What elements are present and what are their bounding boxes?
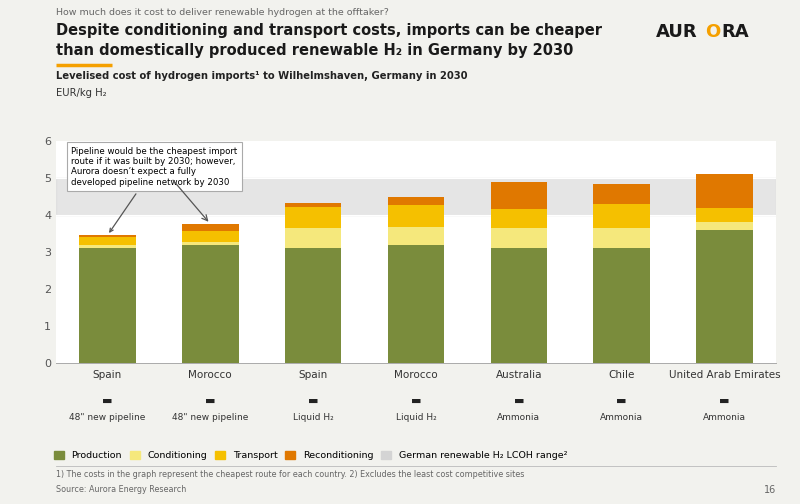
- Text: ▬: ▬: [102, 396, 113, 406]
- Text: Source: Aurora Energy Research: Source: Aurora Energy Research: [56, 485, 186, 494]
- Bar: [79, 244, 136, 247]
- Bar: [56, 178, 776, 215]
- Bar: [285, 228, 342, 248]
- Bar: [490, 228, 547, 248]
- Text: Liquid H₂: Liquid H₂: [396, 413, 436, 422]
- Text: ▬: ▬: [617, 396, 627, 406]
- Text: How much does it cost to deliver renewable hydrogen at the offtaker?: How much does it cost to deliver renewab…: [56, 8, 389, 17]
- Bar: [696, 230, 753, 363]
- Text: Levelised cost of hydrogen imports¹ to Wilhelmshaven, Germany in 2030: Levelised cost of hydrogen imports¹ to W…: [56, 71, 467, 81]
- Text: Ammonia: Ammonia: [703, 413, 746, 422]
- Text: Despite conditioning and transport costs, imports can be cheaper: Despite conditioning and transport costs…: [56, 23, 602, 38]
- Bar: [388, 245, 444, 363]
- Bar: [79, 235, 136, 237]
- Bar: [285, 203, 342, 207]
- Text: AUR: AUR: [656, 23, 698, 41]
- Bar: [182, 242, 238, 245]
- Bar: [388, 197, 444, 205]
- Bar: [182, 224, 238, 230]
- Text: 48" new pipeline: 48" new pipeline: [172, 413, 249, 422]
- Bar: [285, 248, 342, 363]
- Bar: [490, 182, 547, 210]
- Bar: [182, 245, 238, 363]
- Text: ▬: ▬: [514, 396, 524, 406]
- Bar: [182, 230, 238, 242]
- Bar: [490, 248, 547, 363]
- Bar: [388, 227, 444, 245]
- Text: 1) The costs in the graph represent the cheapest route for each country. 2) Excl: 1) The costs in the graph represent the …: [56, 470, 524, 479]
- Text: O: O: [706, 23, 721, 41]
- Text: ▬: ▬: [308, 396, 318, 406]
- Bar: [79, 247, 136, 363]
- Bar: [594, 204, 650, 228]
- Text: than domestically produced renewable H₂ in Germany by 2030: than domestically produced renewable H₂ …: [56, 43, 574, 58]
- Bar: [696, 174, 753, 208]
- Text: 16: 16: [764, 485, 776, 495]
- Text: EUR/kg H₂: EUR/kg H₂: [56, 88, 106, 98]
- Bar: [594, 228, 650, 248]
- Text: ▬: ▬: [205, 396, 215, 406]
- Text: 48" new pipeline: 48" new pipeline: [70, 413, 146, 422]
- Text: ▬: ▬: [719, 396, 730, 406]
- Bar: [696, 208, 753, 222]
- Text: Liquid H₂: Liquid H₂: [293, 413, 334, 422]
- Text: Pipeline would be the cheapest import
route if it was built by 2030; however,
Au: Pipeline would be the cheapest import ro…: [71, 147, 238, 232]
- Text: ▬: ▬: [410, 396, 422, 406]
- Bar: [594, 183, 650, 204]
- Text: Ammonia: Ammonia: [498, 413, 540, 422]
- Text: Ammonia: Ammonia: [600, 413, 643, 422]
- Bar: [594, 248, 650, 363]
- Bar: [490, 210, 547, 228]
- Text: RA: RA: [722, 23, 750, 41]
- Bar: [285, 207, 342, 228]
- Bar: [696, 222, 753, 230]
- Legend: Production, Conditioning, Transport, Reconditioning, German renewable H₂ LCOH ra: Production, Conditioning, Transport, Rec…: [54, 451, 567, 460]
- Bar: [79, 237, 136, 244]
- Bar: [388, 205, 444, 227]
